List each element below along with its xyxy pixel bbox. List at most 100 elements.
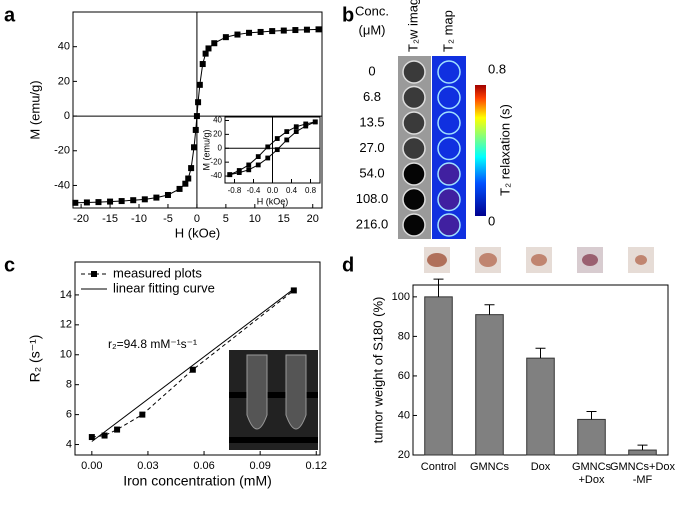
panel-label: c — [4, 254, 15, 276]
x-tick-label: GMNCs — [470, 461, 510, 473]
marker — [195, 99, 202, 106]
x-tick-label: 0.4 — [286, 186, 298, 195]
marker — [236, 170, 242, 175]
y-tick-label: -20 — [210, 157, 222, 166]
series-line — [91, 288, 295, 442]
y-axis-label: tumor weight of S180 (%) — [370, 297, 385, 444]
marker — [234, 31, 241, 38]
marker — [141, 196, 148, 203]
marker — [202, 50, 209, 57]
y-tick-label: 0 — [64, 110, 70, 122]
legend-label: measured plots — [113, 265, 202, 280]
marker — [274, 136, 280, 141]
tumor — [531, 254, 547, 266]
y-tick-label: 0 — [218, 143, 223, 152]
colorbar-min: 0 — [488, 213, 495, 228]
marker — [257, 28, 264, 35]
marker — [315, 26, 322, 33]
marker — [189, 366, 196, 373]
marker — [107, 198, 114, 205]
marker — [88, 434, 95, 441]
marker — [255, 162, 261, 168]
marker — [211, 40, 218, 47]
tumor — [582, 254, 598, 266]
x-tick-label: 0.12 — [306, 460, 327, 472]
y-tick-label: 20 — [213, 129, 222, 138]
marker — [192, 126, 199, 133]
conc-label: 27.0 — [359, 140, 384, 155]
marker — [72, 199, 79, 206]
y-tick-label: 60 — [398, 370, 410, 382]
panel-label: d — [342, 254, 354, 276]
series-line — [229, 121, 316, 176]
marker — [290, 287, 297, 294]
bar — [424, 296, 453, 456]
marker — [130, 197, 137, 204]
y-tick-label: 40 — [398, 409, 410, 421]
x-tick-label: GMNCs+Dox -MF — [610, 461, 676, 486]
marker — [246, 29, 253, 36]
x-tick-label: -15 — [102, 213, 118, 225]
error-bar — [484, 304, 495, 315]
marker — [182, 180, 189, 187]
marker — [246, 162, 252, 168]
marker — [265, 155, 271, 161]
y-tick-label: -40 — [210, 171, 222, 180]
bar — [577, 418, 606, 456]
x-tick-label: Dox — [531, 461, 551, 473]
marker — [114, 426, 121, 433]
marker — [284, 137, 290, 143]
y-tick-label: 40 — [213, 116, 222, 125]
x-tick-label: Control — [421, 461, 456, 473]
t2map-well — [437, 136, 461, 161]
conc-label: 6.8 — [363, 89, 381, 104]
x-tick-label: 5 — [223, 213, 229, 225]
colorbar-label: T₂ relaxation (s) — [497, 104, 512, 196]
marker — [205, 45, 212, 52]
x-axis-label: H (kOe) — [257, 196, 289, 206]
y-tick-label: 20 — [58, 75, 70, 87]
marker — [193, 113, 200, 120]
marker — [293, 124, 299, 130]
col-image: T₂w image — [405, 0, 420, 52]
t2w-well — [402, 85, 426, 110]
conc-label: 54.0 — [359, 165, 384, 180]
marker — [274, 147, 280, 153]
x-tick-label: 0 — [194, 213, 200, 225]
x-tick-label: 0.06 — [193, 460, 214, 472]
y-tick-label: 80 — [398, 330, 410, 342]
legend-marker — [91, 271, 97, 277]
x-tick-label: 20 — [307, 213, 319, 225]
marker — [303, 123, 309, 129]
tumor — [427, 253, 447, 267]
y-tick-label: 12 — [60, 319, 72, 331]
marker — [303, 26, 310, 33]
x-tick-label: 15 — [278, 213, 290, 225]
y-axis-label: M (emu/g) — [201, 129, 211, 170]
panel-label: a — [4, 4, 16, 26]
error-bar — [433, 278, 444, 297]
t2map-well — [437, 85, 461, 110]
marker — [284, 129, 290, 134]
y-tick-label: -40 — [54, 179, 70, 191]
error-bar — [637, 444, 648, 451]
bar — [526, 357, 555, 456]
x-tick-label: -0.4 — [247, 186, 261, 195]
plot-frame — [74, 261, 321, 456]
tube-photo — [229, 350, 318, 450]
x-axis-label: H (kOe) — [175, 225, 221, 240]
y-axis-label: R₂ (s⁻¹) — [27, 335, 43, 383]
marker — [269, 28, 276, 35]
tumor — [635, 255, 647, 265]
marker — [118, 198, 125, 205]
x-tick-label: -0.8 — [228, 186, 242, 195]
y-tick-label: 4 — [66, 438, 72, 450]
plot-frame — [72, 11, 323, 209]
t2map-well — [437, 111, 461, 135]
x-tick-label: -5 — [163, 213, 173, 225]
y-tick-label: 14 — [60, 289, 72, 301]
t2w-well — [402, 60, 426, 84]
marker — [83, 199, 90, 206]
panel-b: Conc. (μM) T₂w image T₂ map 0 6.8 13.5 27.0… — [355, 0, 512, 239]
conc-label: 108.0 — [356, 191, 389, 206]
